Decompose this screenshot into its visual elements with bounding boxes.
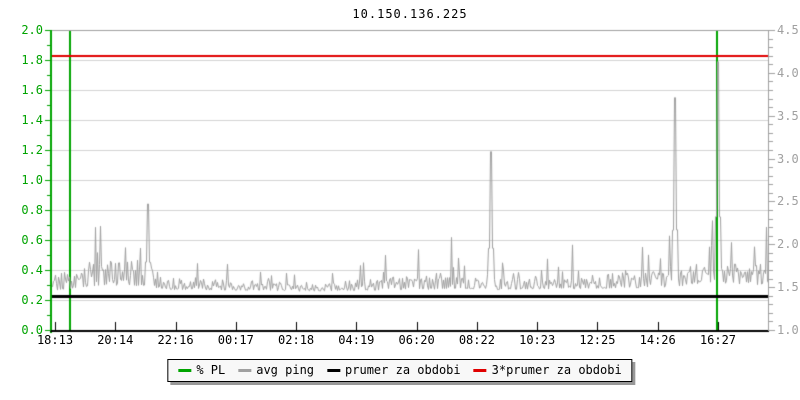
legend-box: % PL avg ping prumer za obdobi 3*prumer … [167,359,633,382]
x-axis-time-label: 12:25 [579,333,616,347]
legend-label-3prumer: 3*prumer za obdobi [491,363,622,377]
x-axis-time-label: 00:17 [217,333,254,347]
y-axis-left-label: 1.0 [21,173,43,187]
y-axis-right-label: 3.5 [777,108,799,123]
x-axis-time-label: 10:23 [519,333,556,347]
three-prumer-line-swatch [473,368,487,372]
x-axis-time-label: 20:14 [97,333,134,347]
y-axis-right-label: 4.5 [777,23,799,37]
y-axis-left-label: 0.2 [21,293,43,307]
avg-ping-line-swatch [238,368,252,372]
y-axis-left-label: 2.0 [21,23,43,37]
x-axis-time-label: 14:26 [639,333,676,347]
y-axis-right-label: 3.0 [777,151,799,166]
y-axis-right-label: 2.5 [777,194,799,209]
x-axis-time-label: 06:20 [398,333,435,347]
x-axis-time-label: 16:27 [699,333,737,347]
legend-label-avg-ping: avg ping [256,363,315,377]
x-axis-time-label: 18:13 [36,333,74,347]
x-axis-time-label: 04:19 [338,333,375,347]
graph-title: 10.150.136.225 [352,7,468,21]
y-axis-left-label: 1.4 [21,113,43,127]
y-axis-left-label: 0.4 [21,263,43,277]
pl-line-swatch [178,368,192,372]
x-axis-time-label: 02:18 [278,333,315,347]
x-axis-time-label: 08:22 [458,333,495,347]
prumer-line-swatch [327,368,341,372]
y-axis-left-label: 1.2 [21,143,43,157]
y-axis-right-label: 4.0 [777,65,799,80]
legend-item-pl: % PL [178,363,225,377]
legend-item-3prumer: 3*prumer za obdobi [473,363,622,377]
y-axis-right-label: 1.0 [777,323,799,337]
y-axis-right-label: 1.5 [777,280,799,295]
legend-label-pl: % PL [196,363,226,377]
legend-item-prumer: prumer za obdobi [327,363,461,377]
x-axis-time-label: 22:16 [157,333,194,347]
y-axis-right-label: 2.0 [777,237,799,252]
legend-label-prumer: prumer za obdobi [345,363,461,377]
y-axis-left-label: 1.6 [21,83,43,97]
y-axis-left-label: 0.8 [21,203,43,217]
y-axis-left-label: 0.6 [21,233,43,247]
y-axis-left-label: 0.0 [21,323,43,337]
y-axis-left-label: 1.8 [21,53,43,67]
legend-item-avg-ping: avg ping [238,363,314,377]
